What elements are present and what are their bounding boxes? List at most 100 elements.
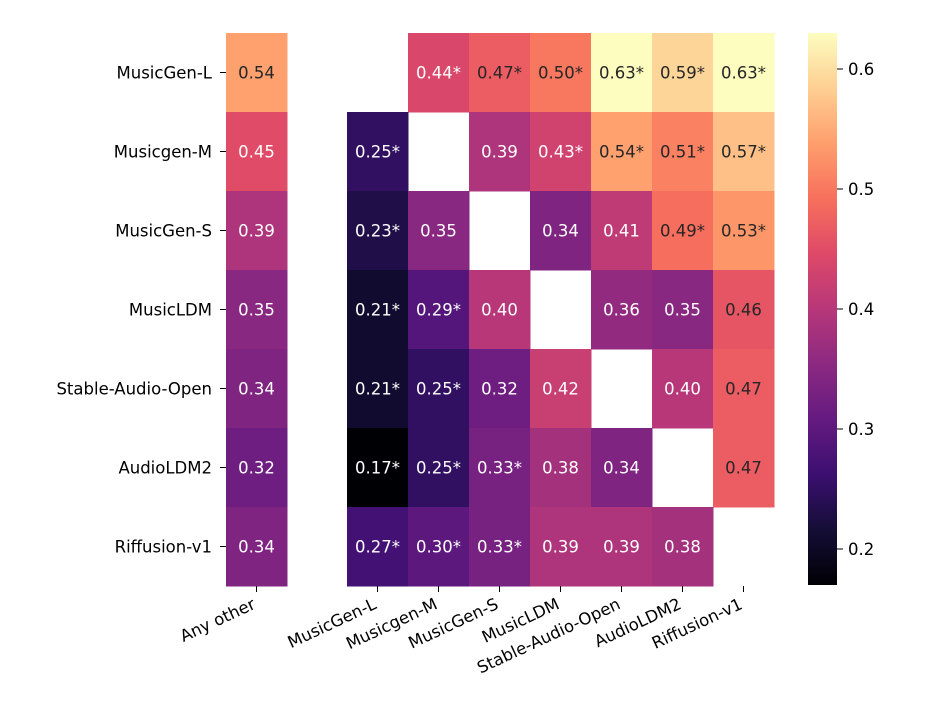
- heatmap-cell-r1-c1: [347, 112, 409, 192]
- cell-label-r2-c2: 0.35: [420, 222, 457, 241]
- heatmap-cell-r3-c1: [347, 270, 409, 350]
- heatmap-cell-r5-c5: [591, 428, 653, 508]
- cell-label-r6-c4: 0.39: [542, 538, 579, 557]
- cell-label-r1-c6: 0.51*: [660, 143, 705, 162]
- heatmap-cell-r0-c2: [408, 33, 470, 113]
- heatmap-cell-r0-c5: [591, 33, 653, 113]
- cell-label-r3-c6: 0.35: [664, 301, 701, 320]
- heatmap-cell-r5-c0: [226, 428, 288, 508]
- colorbar-gradient: [808, 33, 837, 585]
- heatmap-cell-r3-c6: [652, 270, 714, 350]
- cell-label-r3-c7: 0.46: [725, 301, 762, 320]
- heatmap-cell-r5-c7: [713, 428, 775, 508]
- heatmap-cell-r2-c4: [530, 191, 592, 271]
- cell-label-r4-c3: 0.32: [481, 380, 518, 399]
- heatmap-cell-r5-c2: [408, 428, 470, 508]
- cell-label-r5-c1: 0.17*: [355, 459, 400, 478]
- heatmap-cell-r4-c1: [347, 349, 409, 429]
- heatmap-cell-r4-c6: [652, 349, 714, 429]
- cell-label-r4-c0: 0.34: [238, 380, 275, 399]
- cell-label-r1-c1: 0.25*: [355, 143, 400, 162]
- colorbar-tick-label-2: 0.4: [848, 300, 874, 319]
- cell-label-r5-c4: 0.38: [542, 459, 579, 478]
- heatmap-cell-r0-c0: [226, 33, 288, 113]
- heatmap-cell-r0-c3: [469, 33, 531, 113]
- heatmap-cell-r4-c0: [226, 349, 288, 429]
- cell-label-r3-c1: 0.21*: [355, 301, 400, 320]
- cell-label-r5-c3: 0.33*: [477, 459, 522, 478]
- cell-label-r5-c0: 0.32: [238, 459, 275, 478]
- heatmap-cell-r6-c0: [226, 507, 288, 587]
- y-tick-label-6: Riffusion-v1: [115, 538, 212, 557]
- heatmap-cell-r1-c7: [713, 112, 775, 192]
- cell-label-r4-c2: 0.25*: [416, 380, 461, 399]
- cell-label-r6-c5: 0.39: [603, 538, 640, 557]
- cell-label-r6-c1: 0.27*: [355, 538, 400, 557]
- cell-label-r6-c2: 0.30*: [416, 538, 461, 557]
- heatmap-cell-r6-c5: [591, 507, 653, 587]
- cell-label-r4-c7: 0.47: [725, 380, 762, 399]
- heatmap-cell-r3-c3: [469, 270, 531, 350]
- cell-label-r1-c5: 0.54*: [599, 143, 644, 162]
- colorbar-tick-label-1: 0.3: [848, 420, 874, 439]
- cell-label-r2-c5: 0.41: [603, 222, 640, 241]
- cell-label-r5-c7: 0.47: [725, 459, 762, 478]
- cell-label-r0-c7: 0.63*: [721, 64, 766, 83]
- heatmap-cell-r4-c3: [469, 349, 531, 429]
- x-tick-label-0: Any other: [177, 594, 258, 645]
- heatmap-cell-r2-c1: [347, 191, 409, 271]
- cell-label-r3-c2: 0.29*: [416, 301, 461, 320]
- heatmap-cell-r1-c5: [591, 112, 653, 192]
- cell-label-r0-c3: 0.47*: [477, 64, 522, 83]
- y-tick-label-3: MusicLDM: [129, 301, 212, 320]
- y-tick-label-5: AudioLDM2: [118, 459, 212, 478]
- heatmap-cell-r2-c0: [226, 191, 288, 271]
- heatmap-cell-r4-c7: [713, 349, 775, 429]
- colorbar: 0.2 0.3 0.4 0.5 0.6: [808, 33, 874, 585]
- heatmap-cell-r3-c2: [408, 270, 470, 350]
- y-tick-label-0: MusicGen-L: [117, 64, 213, 83]
- cell-label-r3-c3: 0.40: [481, 301, 518, 320]
- heatmap-cell-r0-c7: [713, 33, 775, 113]
- cell-label-r3-c0: 0.35: [238, 301, 275, 320]
- y-axis: MusicGen-L Musicgen-M MusicGen-S MusicLDM St…: [56, 64, 226, 557]
- x-axis: Any other MusicGen-LMusicgen-MMusicGen-SM…: [177, 586, 745, 677]
- cell-label-r4-c6: 0.40: [664, 380, 701, 399]
- colorbar-tick-label-4: 0.6: [848, 60, 874, 79]
- cell-label-r0-c6: 0.59*: [660, 64, 705, 83]
- heatmap-cell-r0-c6: [652, 33, 714, 113]
- y-tick-label-4: Stable-Audio-Open: [56, 380, 212, 399]
- cell-label-r3-c5: 0.36: [603, 301, 640, 320]
- cell-label-r2-c6: 0.49*: [660, 222, 705, 241]
- heatmap-cell-r0-c4: [530, 33, 592, 113]
- cell-label-r1-c7: 0.57*: [721, 143, 766, 162]
- heatmap-cell-r6-c2: [408, 507, 470, 587]
- cell-label-r6-c3: 0.33*: [477, 538, 522, 557]
- cell-label-r1-c3: 0.39: [481, 143, 518, 162]
- cell-label-r5-c2: 0.25*: [416, 459, 461, 478]
- y-tick-label-2: MusicGen-S: [115, 222, 212, 241]
- heatmap-cell-r6-c1: [347, 507, 409, 587]
- heatmap-cell-r4-c4: [530, 349, 592, 429]
- cell-label-r4-c4: 0.42: [542, 380, 579, 399]
- heatmap-cell-r2-c7: [713, 191, 775, 271]
- y-tick-label-1: Musicgen-M: [114, 143, 212, 162]
- colorbar-tick-label-3: 0.5: [848, 180, 874, 199]
- heatmap-cell-r2-c6: [652, 191, 714, 271]
- heatmap-cell-r1-c0: [226, 112, 288, 192]
- heatmap-cell-r6-c3: [469, 507, 531, 587]
- heatmap-cell-r3-c0: [226, 270, 288, 350]
- heatmap-cell-r5-c3: [469, 428, 531, 508]
- heatmap-cell-r1-c6: [652, 112, 714, 192]
- cell-label-r0-c0: 0.54: [238, 64, 275, 83]
- cell-label-r2-c4: 0.34: [542, 222, 579, 241]
- cell-label-r2-c0: 0.39: [238, 222, 275, 241]
- cell-label-r2-c1: 0.23*: [355, 222, 400, 241]
- heatmap-cell-r2-c5: [591, 191, 653, 271]
- heatmap-cell-r5-c4: [530, 428, 592, 508]
- heatmap-cell-r6-c6: [652, 507, 714, 587]
- heatmap-cell-r1-c3: [469, 112, 531, 192]
- cell-label-r6-c0: 0.34: [238, 538, 275, 557]
- colorbar-tick-label-0: 0.2: [848, 540, 874, 559]
